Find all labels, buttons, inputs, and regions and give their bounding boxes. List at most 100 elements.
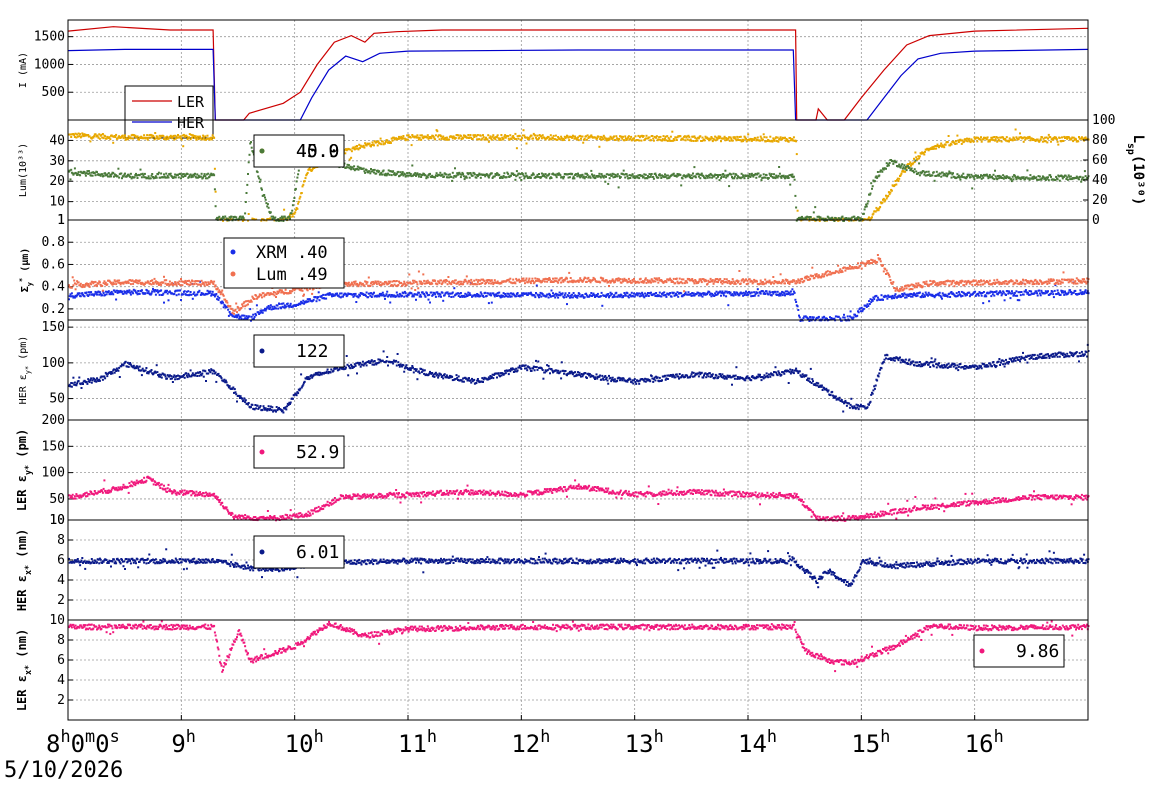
data-point <box>483 296 485 298</box>
data-point <box>783 292 785 294</box>
data-point <box>1040 294 1042 296</box>
data-point <box>516 170 518 172</box>
data-point <box>488 141 490 143</box>
data-point <box>555 135 557 137</box>
data-point <box>878 209 880 211</box>
data-point <box>512 279 514 281</box>
data-point <box>486 139 488 141</box>
data-point <box>780 295 782 297</box>
data-point <box>86 292 88 294</box>
data-point <box>568 272 570 274</box>
data-point <box>289 218 291 220</box>
data-point <box>99 291 101 293</box>
data-point <box>642 294 644 296</box>
data-point <box>1001 141 1003 143</box>
data-point <box>982 177 984 179</box>
data-point <box>878 175 880 177</box>
data-point <box>124 134 126 136</box>
data-point <box>626 175 628 177</box>
data-point <box>993 174 995 176</box>
data-point <box>1046 141 1048 143</box>
data-point <box>418 292 420 294</box>
data-point <box>882 299 884 301</box>
data-point <box>1047 290 1049 292</box>
data-point <box>204 175 206 177</box>
data-point <box>886 198 888 200</box>
data-point <box>861 307 863 309</box>
data-point <box>491 172 493 174</box>
data-point <box>123 176 125 178</box>
data-point <box>590 292 592 294</box>
data-point <box>299 198 301 200</box>
data-point <box>366 281 368 283</box>
data-point <box>561 277 563 279</box>
data-point <box>1057 289 1059 291</box>
data-point <box>1067 179 1069 181</box>
data-point <box>968 174 970 176</box>
data-point <box>556 278 558 280</box>
data-point <box>204 135 206 137</box>
data-point <box>249 308 251 310</box>
data-point <box>174 281 176 283</box>
data-point <box>198 280 200 282</box>
data-point <box>947 296 949 298</box>
data-point <box>615 135 617 137</box>
data-point <box>611 293 613 295</box>
data-point <box>447 283 449 285</box>
data-point <box>211 138 213 140</box>
data-point <box>1079 176 1081 178</box>
data-point <box>1015 290 1017 292</box>
data-point <box>264 197 266 199</box>
data-point <box>1011 180 1013 182</box>
data-point <box>268 207 270 209</box>
data-point <box>146 134 148 136</box>
data-point <box>934 180 936 182</box>
data-point <box>351 150 353 152</box>
data-point <box>914 160 916 162</box>
data-point <box>296 177 298 179</box>
data-point <box>514 133 516 135</box>
data-point <box>265 199 267 201</box>
data-point <box>99 281 101 283</box>
data-point <box>602 138 604 140</box>
data-point <box>460 292 462 294</box>
data-point <box>218 297 220 299</box>
data-point <box>974 291 976 293</box>
data-point <box>293 197 295 199</box>
data-point <box>526 143 528 145</box>
data-point <box>764 293 766 295</box>
data-point <box>242 305 244 307</box>
data-point <box>652 176 654 178</box>
data-point <box>949 296 951 298</box>
data-point <box>1029 139 1031 141</box>
data-point <box>565 296 567 298</box>
data-point <box>604 181 606 183</box>
data-point <box>177 134 179 136</box>
data-point <box>623 170 625 172</box>
data-point <box>620 176 622 178</box>
data-point <box>1059 137 1061 139</box>
data-point <box>511 138 513 140</box>
data-point <box>1069 289 1071 291</box>
data-point <box>582 174 584 176</box>
data-point <box>163 302 165 304</box>
data-point <box>391 140 393 142</box>
data-point <box>291 212 293 214</box>
data-point <box>84 286 86 288</box>
data-point <box>569 176 571 178</box>
data-point <box>919 174 921 176</box>
data-point <box>453 287 455 289</box>
data-point <box>275 296 277 298</box>
data-point <box>915 156 917 158</box>
data-point <box>416 294 418 296</box>
data-point <box>253 318 255 320</box>
data-point <box>548 297 550 299</box>
data-point <box>460 135 462 137</box>
data-point <box>439 138 441 140</box>
data-point <box>646 135 648 137</box>
data-point <box>524 282 526 284</box>
data-point <box>881 294 883 296</box>
y-axis-label-right: Lsp(10³⁰) <box>1126 135 1147 206</box>
data-point <box>88 170 90 172</box>
